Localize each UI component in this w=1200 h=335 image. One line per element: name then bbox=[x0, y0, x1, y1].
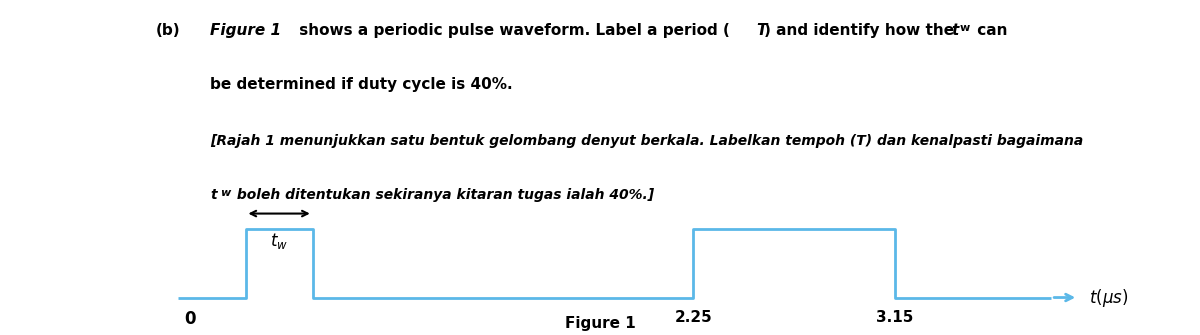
Text: 3.15: 3.15 bbox=[876, 310, 913, 325]
Text: $t_w$: $t_w$ bbox=[270, 231, 288, 251]
Text: t: t bbox=[210, 188, 217, 202]
Text: 0: 0 bbox=[184, 310, 196, 328]
Text: can: can bbox=[972, 23, 1008, 39]
Text: ᴡ: ᴡ bbox=[960, 23, 971, 34]
Text: ) and identify how the: ) and identify how the bbox=[764, 23, 960, 39]
Text: Figure 1: Figure 1 bbox=[210, 23, 281, 39]
Text: Figure 1: Figure 1 bbox=[565, 316, 635, 331]
Text: t: t bbox=[952, 23, 959, 39]
Text: w: w bbox=[220, 188, 230, 198]
Text: 2.25: 2.25 bbox=[674, 310, 712, 325]
Text: boleh ditentukan sekiranya kitaran tugas ialah 40%.]: boleh ditentukan sekiranya kitaran tugas… bbox=[232, 188, 654, 202]
Text: shows a periodic pulse waveform. Label a period (: shows a periodic pulse waveform. Label a… bbox=[294, 23, 730, 39]
Text: (b): (b) bbox=[156, 23, 181, 39]
Text: T: T bbox=[756, 23, 767, 39]
Text: $\it{t}$$\it{(}$$\it{\mu}$$\it{s}$$\it{)}$: $\it{t}$$\it{(}$$\it{\mu}$$\it{s}$$\it{)… bbox=[1090, 286, 1129, 309]
Text: [Rajah 1 menunjukkan satu bentuk gelombang denyut berkala. Labelkan tempoh (T) d: [Rajah 1 menunjukkan satu bentuk gelomba… bbox=[210, 134, 1084, 148]
Text: be determined if duty cycle is 40%.: be determined if duty cycle is 40%. bbox=[210, 77, 512, 92]
